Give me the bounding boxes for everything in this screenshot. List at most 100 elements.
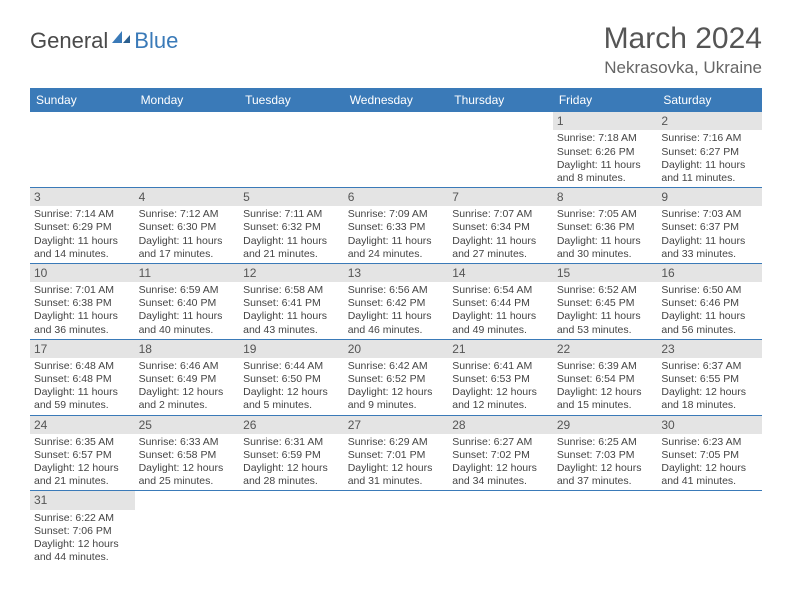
- day-number: 13: [344, 264, 449, 282]
- day-number: 3: [30, 188, 135, 206]
- weekday-header: Friday: [553, 88, 658, 112]
- calendar-cell: 11Sunrise: 6:59 AMSunset: 6:40 PMDayligh…: [135, 263, 240, 339]
- daylight-line: Daylight: 11 hours and 59 minutes.: [34, 386, 131, 412]
- sunrise-line: Sunrise: 7:14 AM: [34, 208, 131, 221]
- sunrise-line: Sunrise: 6:52 AM: [557, 284, 654, 297]
- day-number: 29: [553, 416, 658, 434]
- day-content: Sunrise: 6:37 AMSunset: 6:55 PMDaylight:…: [657, 358, 762, 415]
- day-content: Sunrise: 6:31 AMSunset: 6:59 PMDaylight:…: [239, 434, 344, 491]
- sunset-line: Sunset: 6:30 PM: [139, 221, 236, 234]
- weekday-header-row: SundayMondayTuesdayWednesdayThursdayFrid…: [30, 88, 762, 112]
- daylight-line: Daylight: 12 hours and 25 minutes.: [139, 462, 236, 488]
- day-number: 14: [448, 264, 553, 282]
- month-title: March 2024: [604, 22, 762, 56]
- calendar-row: 3Sunrise: 7:14 AMSunset: 6:29 PMDaylight…: [30, 187, 762, 263]
- calendar-cell-empty: [239, 491, 344, 566]
- weekday-header: Thursday: [448, 88, 553, 112]
- day-content: Sunrise: 6:58 AMSunset: 6:41 PMDaylight:…: [239, 282, 344, 339]
- daylight-line: Daylight: 12 hours and 41 minutes.: [661, 462, 758, 488]
- calendar-cell: 15Sunrise: 6:52 AMSunset: 6:45 PMDayligh…: [553, 263, 658, 339]
- calendar-cell: 24Sunrise: 6:35 AMSunset: 6:57 PMDayligh…: [30, 415, 135, 491]
- calendar-cell-empty: [135, 112, 240, 187]
- calendar-cell: 20Sunrise: 6:42 AMSunset: 6:52 PMDayligh…: [344, 339, 449, 415]
- calendar-cell: 25Sunrise: 6:33 AMSunset: 6:58 PMDayligh…: [135, 415, 240, 491]
- sunset-line: Sunset: 6:26 PM: [557, 146, 654, 159]
- sunrise-line: Sunrise: 6:56 AM: [348, 284, 445, 297]
- calendar-cell-empty: [448, 112, 553, 187]
- day-content: Sunrise: 7:09 AMSunset: 6:33 PMDaylight:…: [344, 206, 449, 263]
- day-number: 27: [344, 416, 449, 434]
- sunrise-line: Sunrise: 6:27 AM: [452, 436, 549, 449]
- daylight-line: Daylight: 11 hours and 8 minutes.: [557, 159, 654, 185]
- calendar-cell: 31Sunrise: 6:22 AMSunset: 7:06 PMDayligh…: [30, 491, 135, 566]
- day-number: 26: [239, 416, 344, 434]
- calendar-cell-empty: [239, 112, 344, 187]
- calendar-cell: 27Sunrise: 6:29 AMSunset: 7:01 PMDayligh…: [344, 415, 449, 491]
- sunset-line: Sunset: 7:02 PM: [452, 449, 549, 462]
- sunrise-line: Sunrise: 6:37 AM: [661, 360, 758, 373]
- day-content: Sunrise: 6:25 AMSunset: 7:03 PMDaylight:…: [553, 434, 658, 491]
- sunrise-line: Sunrise: 6:50 AM: [661, 284, 758, 297]
- sunrise-line: Sunrise: 6:54 AM: [452, 284, 549, 297]
- sunrise-line: Sunrise: 7:07 AM: [452, 208, 549, 221]
- daylight-line: Daylight: 12 hours and 31 minutes.: [348, 462, 445, 488]
- day-number: 16: [657, 264, 762, 282]
- day-content: Sunrise: 6:33 AMSunset: 6:58 PMDaylight:…: [135, 434, 240, 491]
- day-content: Sunrise: 6:39 AMSunset: 6:54 PMDaylight:…: [553, 358, 658, 415]
- day-content: Sunrise: 6:56 AMSunset: 6:42 PMDaylight:…: [344, 282, 449, 339]
- daylight-line: Daylight: 12 hours and 21 minutes.: [34, 462, 131, 488]
- sunrise-line: Sunrise: 6:48 AM: [34, 360, 131, 373]
- calendar-cell: 10Sunrise: 7:01 AMSunset: 6:38 PMDayligh…: [30, 263, 135, 339]
- sunset-line: Sunset: 6:48 PM: [34, 373, 131, 386]
- day-content: Sunrise: 6:27 AMSunset: 7:02 PMDaylight:…: [448, 434, 553, 491]
- sunrise-line: Sunrise: 7:16 AM: [661, 132, 758, 145]
- weekday-header: Sunday: [30, 88, 135, 112]
- day-number: 8: [553, 188, 658, 206]
- day-content: Sunrise: 7:01 AMSunset: 6:38 PMDaylight:…: [30, 282, 135, 339]
- day-number: 7: [448, 188, 553, 206]
- title-block: March 2024 Nekrasovka, Ukraine: [604, 22, 762, 78]
- day-content: Sunrise: 6:50 AMSunset: 6:46 PMDaylight:…: [657, 282, 762, 339]
- logo-text-blue: Blue: [134, 28, 178, 54]
- calendar-cell: 5Sunrise: 7:11 AMSunset: 6:32 PMDaylight…: [239, 187, 344, 263]
- day-content: Sunrise: 6:29 AMSunset: 7:01 PMDaylight:…: [344, 434, 449, 491]
- day-content: Sunrise: 6:48 AMSunset: 6:48 PMDaylight:…: [30, 358, 135, 415]
- day-number: 6: [344, 188, 449, 206]
- calendar-cell: 21Sunrise: 6:41 AMSunset: 6:53 PMDayligh…: [448, 339, 553, 415]
- calendar-cell: 3Sunrise: 7:14 AMSunset: 6:29 PMDaylight…: [30, 187, 135, 263]
- day-number: 20: [344, 340, 449, 358]
- calendar-cell-empty: [30, 112, 135, 187]
- day-content: Sunrise: 6:22 AMSunset: 7:06 PMDaylight:…: [30, 510, 135, 567]
- calendar-row: 24Sunrise: 6:35 AMSunset: 6:57 PMDayligh…: [30, 415, 762, 491]
- sunrise-line: Sunrise: 6:31 AM: [243, 436, 340, 449]
- sunset-line: Sunset: 6:42 PM: [348, 297, 445, 310]
- day-number: 30: [657, 416, 762, 434]
- daylight-line: Daylight: 12 hours and 44 minutes.: [34, 538, 131, 564]
- weekday-header: Monday: [135, 88, 240, 112]
- day-content: Sunrise: 6:52 AMSunset: 6:45 PMDaylight:…: [553, 282, 658, 339]
- daylight-line: Daylight: 11 hours and 24 minutes.: [348, 235, 445, 261]
- sunrise-line: Sunrise: 7:12 AM: [139, 208, 236, 221]
- daylight-line: Daylight: 11 hours and 11 minutes.: [661, 159, 758, 185]
- day-number: 31: [30, 491, 135, 509]
- day-content: Sunrise: 6:42 AMSunset: 6:52 PMDaylight:…: [344, 358, 449, 415]
- sunset-line: Sunset: 6:49 PM: [139, 373, 236, 386]
- calendar-cell: 22Sunrise: 6:39 AMSunset: 6:54 PMDayligh…: [553, 339, 658, 415]
- sunset-line: Sunset: 7:06 PM: [34, 525, 131, 538]
- sunset-line: Sunset: 6:33 PM: [348, 221, 445, 234]
- sunset-line: Sunset: 6:55 PM: [661, 373, 758, 386]
- calendar-cell-empty: [135, 491, 240, 566]
- calendar-cell: 12Sunrise: 6:58 AMSunset: 6:41 PMDayligh…: [239, 263, 344, 339]
- calendar-cell-empty: [448, 491, 553, 566]
- calendar-cell: 6Sunrise: 7:09 AMSunset: 6:33 PMDaylight…: [344, 187, 449, 263]
- sunset-line: Sunset: 6:38 PM: [34, 297, 131, 310]
- calendar-row: 1Sunrise: 7:18 AMSunset: 6:26 PMDaylight…: [30, 112, 762, 187]
- day-content: Sunrise: 7:07 AMSunset: 6:34 PMDaylight:…: [448, 206, 553, 263]
- daylight-line: Daylight: 12 hours and 9 minutes.: [348, 386, 445, 412]
- day-content: Sunrise: 6:59 AMSunset: 6:40 PMDaylight:…: [135, 282, 240, 339]
- sunrise-line: Sunrise: 6:35 AM: [34, 436, 131, 449]
- daylight-line: Daylight: 12 hours and 12 minutes.: [452, 386, 549, 412]
- day-number: 4: [135, 188, 240, 206]
- sunset-line: Sunset: 6:34 PM: [452, 221, 549, 234]
- day-content: Sunrise: 6:35 AMSunset: 6:57 PMDaylight:…: [30, 434, 135, 491]
